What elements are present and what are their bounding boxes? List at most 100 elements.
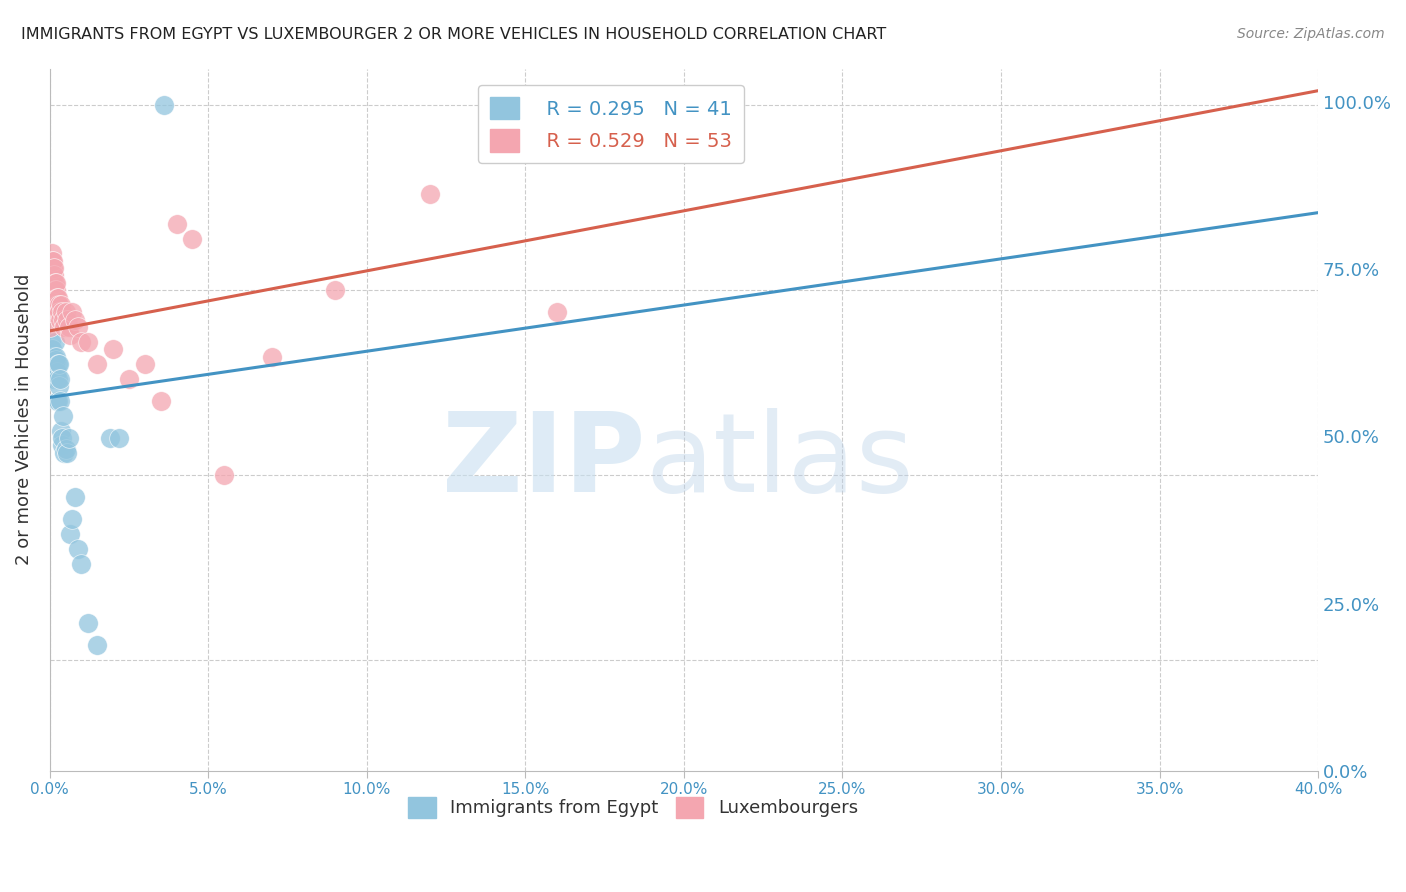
Point [42,268,65,283]
Point [76,334,98,349]
Point [98,431,121,445]
Point [49,372,72,386]
Point [58,320,80,334]
Point [41,261,63,276]
Point [134,357,156,371]
Point [52,313,75,327]
Point [45,298,67,312]
Point [42,253,65,268]
Point [42,283,65,297]
Point [70,334,93,349]
Point [546,305,568,319]
Point [67,320,90,334]
Point [41,246,63,260]
Point [44,261,66,276]
Point [63,313,86,327]
Point [63,490,86,504]
Point [45,353,67,368]
Point [86,357,108,371]
Point [46,305,69,319]
Point [166,217,188,231]
Point [42,276,65,290]
Point [46,372,69,386]
Point [58,431,80,445]
Point [39,305,62,319]
Point [44,276,66,290]
Point [42,365,65,379]
Point [44,372,66,386]
Y-axis label: 2 or more Vehicles in Household: 2 or more Vehicles in Household [15,274,32,566]
Point [323,283,346,297]
Point [419,187,441,202]
Point [49,313,72,327]
Point [55,442,77,457]
Point [39,268,62,283]
Point [60,305,83,319]
Point [52,320,75,334]
Point [48,379,70,393]
Point [56,446,79,460]
Point [260,350,283,364]
Point [55,305,77,319]
Point [181,231,204,245]
Point [41,343,63,357]
Point [76,615,98,630]
Point [49,298,72,312]
Text: ZIP: ZIP [443,409,645,516]
Point [39,346,62,360]
Point [70,557,93,571]
Point [118,372,141,386]
Point [44,291,66,305]
Point [44,357,66,371]
Point [51,305,73,319]
Point [59,327,82,342]
Point [44,334,66,349]
Point [48,298,70,312]
Point [39,283,62,297]
Point [67,541,90,556]
Point [52,446,75,460]
Point [48,305,70,319]
Point [45,276,67,290]
Point [41,261,63,276]
Point [45,291,67,305]
Point [46,394,69,409]
Point [39,334,62,349]
Point [49,394,72,409]
Text: atlas: atlas [645,409,914,516]
Point [41,253,63,268]
Point [45,283,67,297]
Point [56,313,79,327]
Point [51,431,73,445]
Legend: Immigrants from Egypt, Luxembourgers: Immigrants from Egypt, Luxembourgers [401,789,865,825]
Point [212,468,235,483]
Point [45,350,67,364]
Point [149,394,172,409]
Point [46,291,69,305]
Point [42,268,65,283]
Point [44,283,66,297]
Point [52,409,75,423]
Point [60,512,83,526]
Text: Source: ZipAtlas.com: Source: ZipAtlas.com [1237,27,1385,41]
Text: IMMIGRANTS FROM EGYPT VS LUXEMBOURGER 2 OR MORE VEHICLES IN HOUSEHOLD CORRELATIO: IMMIGRANTS FROM EGYPT VS LUXEMBOURGER 2 … [21,27,886,42]
Point [46,394,69,409]
Point [101,343,124,357]
Point [45,365,67,379]
Point [42,350,65,364]
Point [51,438,73,452]
Point [59,527,82,541]
Point [49,424,72,438]
Point [42,350,65,364]
Point [108,431,131,445]
Point [41,357,63,371]
Point [44,353,66,368]
Point [39,298,62,312]
Point [48,357,70,371]
Point [86,638,108,652]
Point [153,98,176,112]
Point [39,320,62,334]
Point [45,368,67,383]
Point [46,298,69,312]
Point [46,357,69,371]
